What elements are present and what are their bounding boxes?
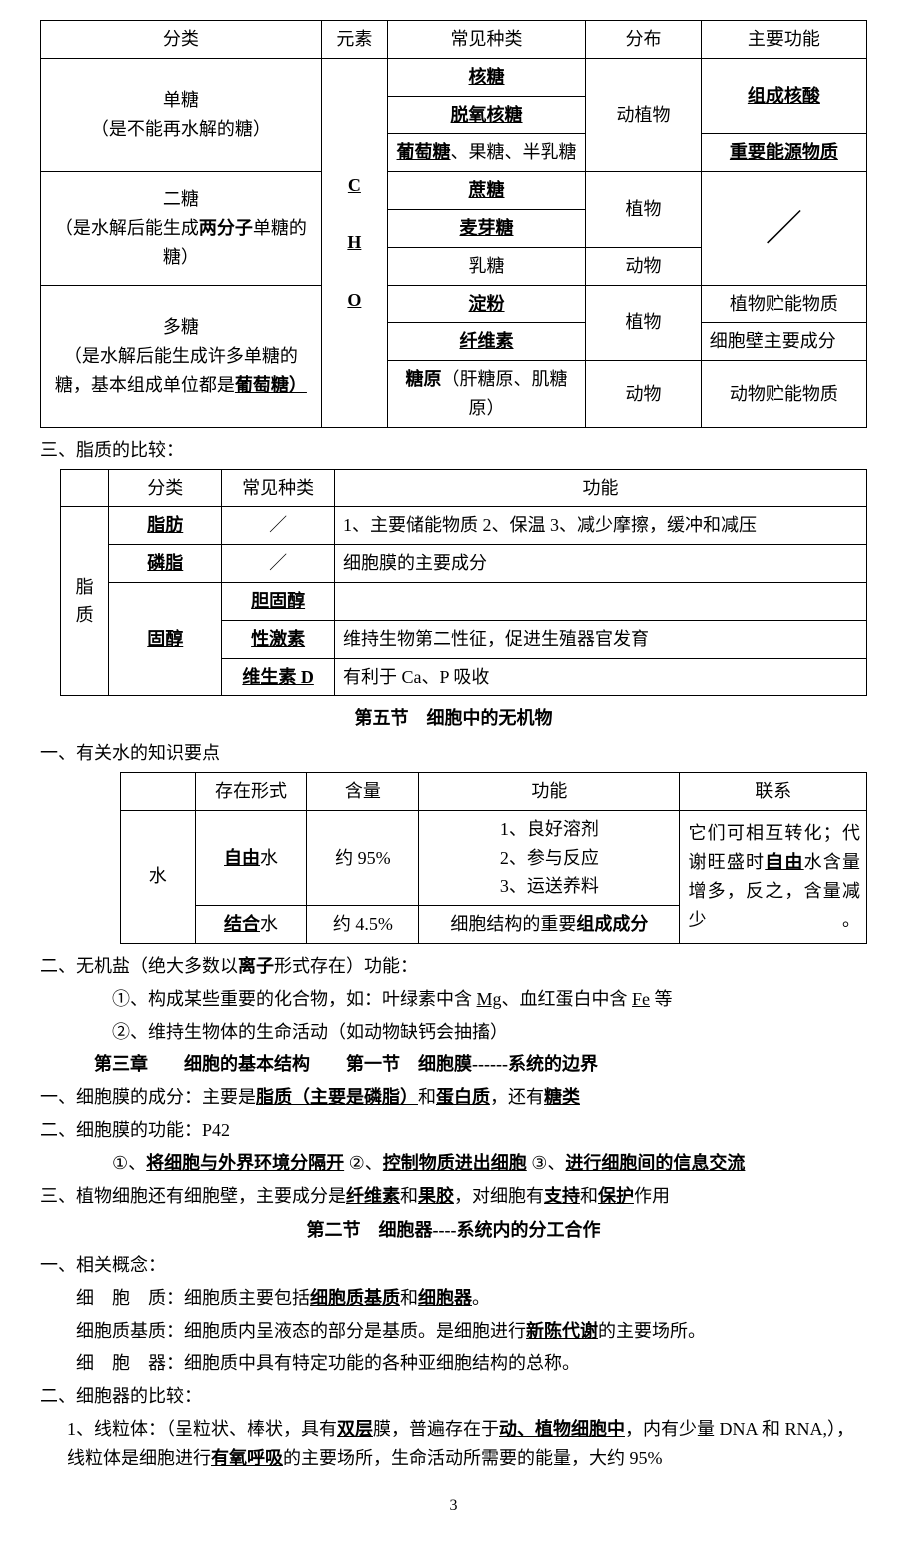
page-number: 3: [40, 1493, 867, 1519]
func-nucleic: 组成核酸: [701, 58, 866, 134]
table-row: 固醇 胆固醇: [61, 582, 867, 620]
fat: 脂肪: [109, 507, 222, 545]
lipid-label: 脂质: [61, 507, 109, 696]
th-types: 常见种类: [387, 21, 585, 59]
lactose: 乳糖: [387, 247, 585, 285]
th-dist: 分布: [586, 21, 702, 59]
th-func: 功能: [335, 469, 867, 507]
th-category: 分类: [41, 21, 322, 59]
glucose-etc: 葡萄糖、果糖、半乳糖: [387, 134, 585, 172]
table-row: 单糖 （是不能再水解的糖） C H O 核糖 动植物 组成核酸: [41, 58, 867, 96]
th-cat: 分类: [109, 469, 222, 507]
bound-pct: 约 4.5%: [307, 906, 419, 944]
dist-plant: 植物: [586, 172, 702, 248]
sec5-heading: 第五节 细胞中的无机物: [40, 704, 867, 733]
free-func: 1、良好溶剂 2、参与反应 3、运送养料: [419, 810, 680, 905]
concepts-title: 一、相关概念：: [40, 1251, 867, 1280]
dist-animalplant: 动植物: [586, 58, 702, 171]
func-glycogen: 动物贮能物质: [701, 361, 866, 428]
phospho-func: 细胞膜的主要成分: [335, 545, 867, 583]
cholesterol: 胆固醇: [222, 582, 335, 620]
th-form: 存在形式: [195, 772, 307, 810]
lipid-title: 三、脂质的比较：: [40, 436, 867, 465]
table-row: 多糖 （是水解后能生成许多单糖的糖，基本组成单位都是葡萄糖） 淀粉 植物 植物贮…: [41, 285, 867, 323]
ch3-heading: 第三章 细胞的基本结构 第一节 细胞膜------系统的边界: [40, 1050, 867, 1079]
func-energy: 重要能源物质: [701, 134, 866, 172]
free-water: 自由水: [195, 810, 307, 905]
poly-dist-animal: 动物: [586, 361, 702, 428]
phospho: 磷脂: [109, 545, 222, 583]
vitd-func: 有利于 Ca、P 吸收: [335, 658, 867, 696]
lipid-table: 分类 常见种类 功能 脂质 脂肪 ／ 1、主要储能物质 2、保温 3、减少摩擦，…: [60, 469, 867, 697]
concept-cytoplasm: 细 胞 质：细胞质主要包括细胞质基质和细胞器。: [40, 1284, 867, 1313]
sucrose-maltose: 蔗糖 麦芽糖: [387, 172, 585, 248]
sterol: 固醇: [109, 582, 222, 695]
cell-wall: 三、植物细胞还有细胞壁，主要成分是纤维素和果胶，对细胞有支持和保护作用: [40, 1182, 867, 1211]
vitd: 维生素 D: [222, 658, 335, 696]
membrane-comp: 一、细胞膜的成分：主要是脂质（主要是磷脂）和蛋白质，还有糖类: [40, 1083, 867, 1112]
water-link: 它们可相互转化；代谢旺盛时自由水含量增多，反之，含量减少。: [680, 810, 867, 943]
bound-water: 结合水: [195, 906, 307, 944]
slash-cell: ／: [701, 172, 866, 285]
table-header-row: 分类 元素 常见种类 分布 主要功能: [41, 21, 867, 59]
slash: ／: [222, 507, 335, 545]
water-table: 存在形式 含量 功能 联系 水 自由水 约 95% 1、良好溶剂 2、参与反应 …: [120, 772, 867, 944]
sec2-heading: 第二节 细胞器----系统内的分工合作: [40, 1216, 867, 1245]
func-cellulose: 细胞壁主要成分: [701, 323, 866, 361]
cellulose: 纤维素: [387, 323, 585, 361]
di-label: 二糖 （是水解后能生成两分子单糖的糖）: [41, 172, 322, 285]
table-row: 脂质 脂肪 ／ 1、主要储能物质 2、保温 3、减少摩擦，缓冲和减压: [61, 507, 867, 545]
fat-func: 1、主要储能物质 2、保温 3、减少摩擦，缓冲和减压: [335, 507, 867, 545]
free-pct: 约 95%: [307, 810, 419, 905]
elements-cell: C H O: [321, 58, 387, 427]
ribose: 核糖: [387, 58, 585, 96]
glycogen: 糖原（肝糖原、肌糖原）: [387, 361, 585, 428]
salt-title: 二、无机盐（绝大多数以离子形式存在）功能：: [40, 952, 867, 981]
concept-matrix: 细胞质基质：细胞质内呈液态的部分是基质。是细胞进行新陈代谢的主要场所。: [40, 1317, 867, 1346]
table-row: 磷脂 ／ 细胞膜的主要成分: [61, 545, 867, 583]
slash: ／: [222, 545, 335, 583]
table-row: 二糖 （是水解后能生成两分子单糖的糖） 蔗糖 麦芽糖 植物 ／: [41, 172, 867, 248]
poly-label: 多糖 （是水解后能生成许多单糖的糖，基本组成单位都是葡萄糖）: [41, 285, 322, 427]
th-elements: 元素: [321, 21, 387, 59]
membrane-func-title: 二、细胞膜的功能：P42: [40, 1116, 867, 1145]
organelles-title: 二、细胞器的比较：: [40, 1382, 867, 1411]
salt-p2: ②、维持生物体的生命活动（如动物缺钙会抽搐）: [40, 1018, 867, 1047]
sex-hormone: 性激素: [222, 620, 335, 658]
water-title: 一、有关水的知识要点: [40, 739, 867, 768]
sugar-table: 分类 元素 常见种类 分布 主要功能 单糖 （是不能再水解的糖） C H O 核…: [40, 20, 867, 428]
func-starch: 植物贮能物质: [701, 285, 866, 323]
concept-organelle: 细 胞 器：细胞质中具有特定功能的各种亚细胞结构的总称。: [40, 1349, 867, 1378]
table-header-row: 分类 常见种类 功能: [61, 469, 867, 507]
starch: 淀粉: [387, 285, 585, 323]
deoxyribose: 脱氧核糖: [387, 96, 585, 134]
table-row: 水 自由水 约 95% 1、良好溶剂 2、参与反应 3、运送养料 它们可相互转化…: [121, 810, 867, 905]
th-types: 常见种类: [222, 469, 335, 507]
th-link: 联系: [680, 772, 867, 810]
mono-label: 单糖 （是不能再水解的糖）: [41, 58, 322, 171]
mitochondria: 1、线粒体：（呈粒状、棒状，具有双层膜，普遍存在于动、植物细胞中，内有少量 DN…: [40, 1415, 867, 1473]
th-func: 主要功能: [701, 21, 866, 59]
membrane-funcs: ①、将细胞与外界环境分隔开 ②、控制物质进出细胞 ③、进行细胞间的信息交流: [40, 1149, 867, 1178]
dist-animal: 动物: [586, 247, 702, 285]
sex-func: 维持生物第二性征，促进生殖器官发育: [335, 620, 867, 658]
table-header-row: 存在形式 含量 功能 联系: [121, 772, 867, 810]
th-content: 含量: [307, 772, 419, 810]
salt-p1: ①、构成某些重要的化合物，如：叶绿素中含 Mg、血红蛋白中含 Fe 等: [40, 985, 867, 1014]
poly-dist-plant: 植物: [586, 285, 702, 361]
th-func: 功能: [419, 772, 680, 810]
water-label: 水: [121, 810, 196, 943]
bound-func: 细胞结构的重要组成成分: [419, 906, 680, 944]
